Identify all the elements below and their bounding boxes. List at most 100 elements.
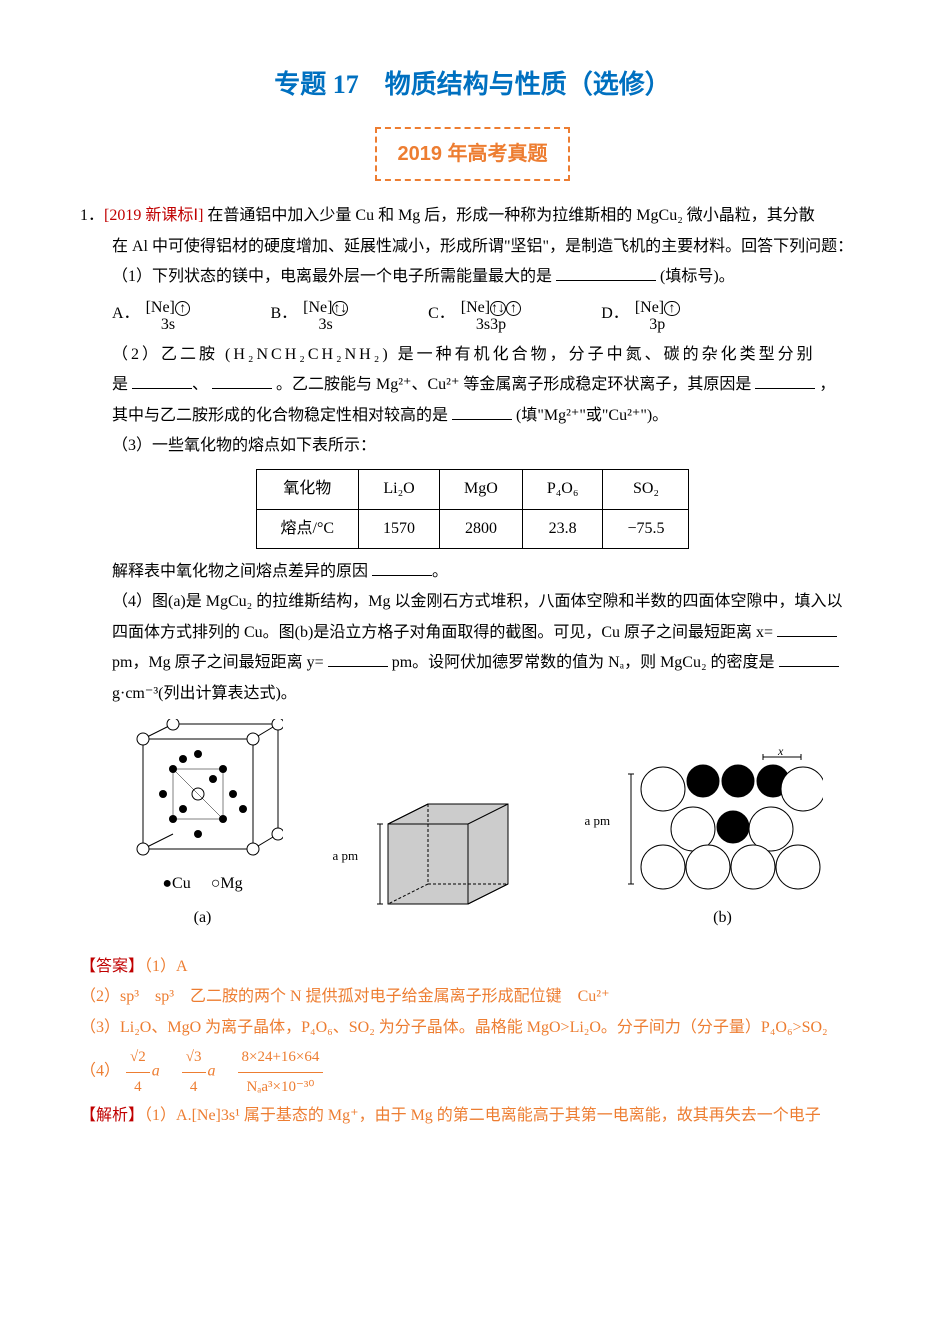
col-0: 氧化物 bbox=[256, 470, 359, 509]
txt: 是 bbox=[112, 376, 128, 393]
q-source: [2019 新课标Ⅰ] bbox=[104, 207, 203, 224]
legend-mg: ○Mg bbox=[211, 875, 243, 892]
col-3: P₄O₆ bbox=[522, 470, 603, 509]
option-c: C． [Ne]↑↓↑ 3s3p bbox=[428, 299, 521, 334]
part-4c: pm，Mg 原子之间最短距离 y= pm。设阿伏加德罗常数的值为 Nₐ，则 Mg… bbox=[80, 648, 865, 678]
cell: 23.8 bbox=[522, 509, 603, 548]
col-2: MgO bbox=[440, 470, 523, 509]
txt: pm，Mg 原子之间最短距离 y= bbox=[112, 654, 324, 671]
arrow-box: ↑ bbox=[506, 301, 522, 317]
orb: 3s3p bbox=[461, 316, 522, 334]
col-1: Li₂O bbox=[359, 470, 440, 509]
col-4: SO₂ bbox=[603, 470, 689, 509]
blank bbox=[556, 264, 656, 281]
txt: pm。设阿伏加德罗常数的值为 Nₐ，则 MgCu₂ 的密度是 bbox=[392, 654, 775, 671]
p1-tail: (填标号)。 bbox=[660, 268, 735, 285]
row-label: 熔点/°C bbox=[256, 509, 359, 548]
option-d: D． [Ne]↑ 3p bbox=[601, 299, 679, 334]
num: √2 bbox=[130, 1049, 146, 1065]
answer-4: （4） √2 4 a √3 4 a 8×24+16×64 Nₐa³×10⁻³⁰ bbox=[80, 1043, 865, 1101]
legend: ●Cu ○Mg bbox=[123, 869, 283, 899]
orb: 3s bbox=[303, 316, 348, 334]
blank bbox=[212, 372, 272, 389]
fig-label-a: (a) bbox=[123, 903, 283, 933]
arrow-box: ↑ bbox=[175, 301, 191, 317]
answer-3: （3）Li₂O、MgO 为离子晶体，P₄O₆、SO₂ 为分子晶体。晶格能 MgO… bbox=[80, 1013, 865, 1043]
part-2a: （2）乙二胺 (H₂NCH₂CH₂NH₂) 是一种有机化合物，分子中氮、碳的杂化… bbox=[80, 340, 865, 370]
blank bbox=[132, 372, 192, 389]
orb: 3s bbox=[146, 316, 191, 334]
figure-b-cube: a pm bbox=[368, 784, 538, 934]
arrow-box: ↑ bbox=[664, 301, 680, 317]
option-a: A． [Ne]↑ 3s bbox=[112, 299, 190, 334]
blank bbox=[779, 650, 839, 667]
cell: 2800 bbox=[440, 509, 523, 548]
opt-label: C． bbox=[428, 299, 455, 329]
part-4e: g·cm⁻³(列出计算表达式)。 bbox=[80, 679, 865, 709]
p1-text: （1）下列状态的镁中，电离最外层一个电子所需能量最大的是 bbox=[112, 268, 552, 285]
stem-b: 在 Al 中可使得铝材的硬度增加、延展性减小，形成所谓"坚铝"，是制造飞机的主要… bbox=[80, 232, 865, 262]
txt: (填"Mg²⁺"或"Cu²⁺")。 bbox=[516, 407, 668, 424]
blank bbox=[328, 650, 388, 667]
lattice-diagram-icon bbox=[123, 719, 283, 869]
den: 4 bbox=[182, 1073, 206, 1102]
fraction: √2 4 bbox=[126, 1043, 150, 1101]
den: Nₐa³×10⁻³⁰ bbox=[238, 1073, 324, 1102]
fraction: 8×24+16×64 Nₐa³×10⁻³⁰ bbox=[238, 1043, 324, 1101]
orb: 3p bbox=[635, 316, 680, 334]
table-header-row: 氧化物 Li₂O MgO P₄O₆ SO₂ bbox=[256, 470, 689, 509]
explain-label: 【解析】 bbox=[80, 1107, 144, 1124]
oxide-table: 氧化物 Li₂O MgO P₄O₆ SO₂ 熔点/°C 1570 2800 23… bbox=[256, 469, 690, 549]
answer-label: 【答案】 bbox=[80, 958, 144, 975]
num: √3 bbox=[186, 1049, 202, 1065]
legend-cu: ●Cu bbox=[162, 875, 190, 892]
txt: 解释表中氧化物之间熔点差异的原因 bbox=[112, 563, 368, 580]
txt: 。乙二胺能与 Mg²⁺、Cu²⁺ 等金属离子形成稳定环状离子，其原因是 bbox=[276, 376, 751, 393]
subtitle-box: 2019 年高考真题 bbox=[375, 127, 569, 181]
ne: [Ne] bbox=[146, 299, 175, 316]
x-label: x bbox=[777, 749, 784, 758]
fraction: √3 4 bbox=[182, 1043, 206, 1101]
opt-label: D． bbox=[601, 299, 629, 329]
opt-label: B． bbox=[270, 299, 297, 329]
cell: −75.5 bbox=[603, 509, 689, 548]
part-3-tail: 解释表中氧化物之间熔点差异的原因 。 bbox=[80, 557, 865, 587]
question-1: 1．[2019 新课标Ⅰ] 在普通铝中加入少量 Cu 和 Mg 后，形成一种称为… bbox=[80, 201, 865, 231]
answer-2: （2）sp³ sp³ 乙二胺的两个 N 提供孤对电子给金属离子形成配位键 Cu²… bbox=[80, 982, 865, 1012]
ne: [Ne] bbox=[461, 299, 490, 316]
part-2b: 是 、 。乙二胺能与 Mg²⁺、Cu²⁺ 等金属离子形成稳定环状离子，其原因是 … bbox=[80, 370, 865, 400]
explain-text: （1）A.[Ne]3s¹ 属于基态的 Mg⁺，由于 Mg 的第二电离能高于其第一… bbox=[144, 1107, 821, 1124]
part-1: （1）下列状态的镁中，电离最外层一个电子所需能量最大的是 (填标号)。 bbox=[80, 262, 865, 292]
answer-block: 【答案】（1）A bbox=[80, 952, 865, 982]
var: a bbox=[208, 1063, 216, 1080]
cell: 1570 bbox=[359, 509, 440, 548]
part-3: （3）一些氧化物的熔点如下表所示： bbox=[80, 431, 865, 461]
stem-a: 在普通铝中加入少量 Cu 和 Mg 后，形成一种称为拉维斯相的 MgCu₂ 微小… bbox=[207, 207, 814, 224]
axis-label: a pm bbox=[585, 809, 611, 834]
ne: [Ne] bbox=[635, 299, 664, 316]
arrow-box: ↑↓ bbox=[490, 301, 506, 317]
part-4a: （4）图(a)是 MgCu₂ 的拉维斯结构，Mg 以金刚石方式堆积，八面体空隙和… bbox=[80, 587, 865, 617]
txt: （4） bbox=[80, 1063, 120, 1080]
figure-a: ●Cu ○Mg (a) bbox=[123, 719, 283, 934]
blank bbox=[372, 559, 432, 576]
figure-row: ●Cu ○Mg (a) a pm x bbox=[80, 719, 865, 934]
option-b: B． [Ne]↑↓ 3s bbox=[270, 299, 348, 334]
answer-1: （1）A bbox=[144, 958, 188, 975]
page-title: 专题 17 物质结构与性质（选修） bbox=[80, 60, 865, 109]
den: 4 bbox=[126, 1073, 150, 1102]
subtitle: 2019 年高考真题 bbox=[397, 135, 547, 173]
txt: 四面体方式排列的 Cu。图(b)是沿立方格子对角面取得的截图。可见，Cu 原子之… bbox=[112, 624, 773, 641]
opt-label: A． bbox=[112, 299, 140, 329]
axis-label: a pm bbox=[333, 844, 359, 869]
explain-block: 【解析】（1）A.[Ne]3s¹ 属于基态的 Mg⁺，由于 Mg 的第二电离能高… bbox=[80, 1101, 865, 1131]
txt: 其中与乙二胺形成的化合物稳定性相对较高的是 bbox=[112, 407, 448, 424]
section-diagram-icon: x bbox=[623, 749, 823, 899]
table-row: 熔点/°C 1570 2800 23.8 −75.5 bbox=[256, 509, 689, 548]
num: 8×24+16×64 bbox=[238, 1043, 324, 1073]
part-2c: 其中与乙二胺形成的化合物稳定性相对较高的是 (填"Mg²⁺"或"Cu²⁺")。 bbox=[80, 401, 865, 431]
figure-b-section: x a pm (b) bbox=[623, 749, 823, 933]
blank bbox=[777, 620, 837, 637]
q-number: 1． bbox=[80, 207, 104, 224]
ne: [Ne] bbox=[303, 299, 332, 316]
